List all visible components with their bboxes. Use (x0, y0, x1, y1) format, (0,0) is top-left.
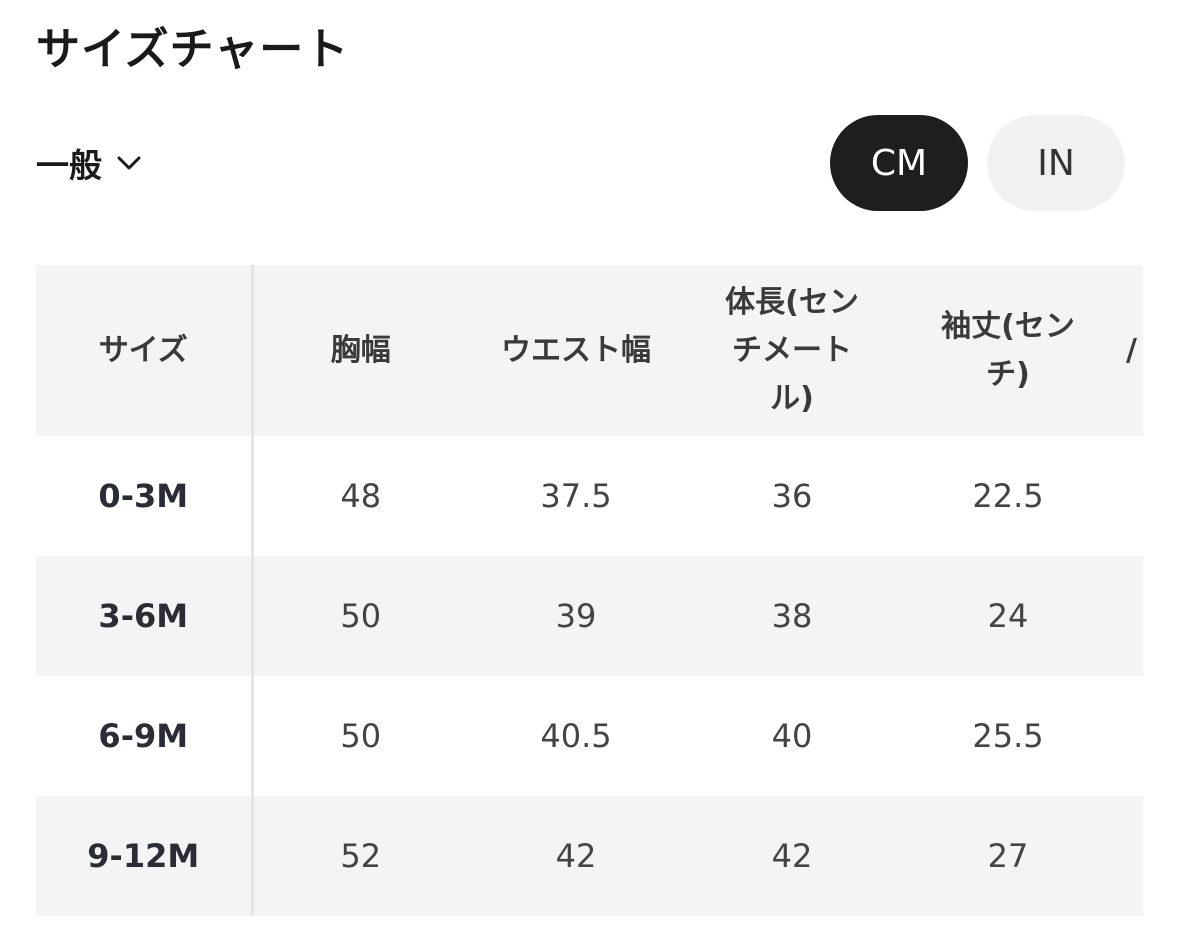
category-dropdown-label: 一般 (36, 146, 102, 185)
sleeve-cell: 27 (987, 837, 1029, 875)
size-cell: 6-9M (36, 676, 254, 796)
chest-cell: 50 (340, 597, 382, 635)
size-table: サイズ 胸幅 ウエスト幅 体長(センチメートル) 袖丈(センチ) / 0-3M … (36, 265, 1143, 916)
size-cell: 3-6M (36, 556, 254, 676)
length-cell: 38 (771, 597, 813, 635)
sleeve-cell: 24 (987, 597, 1029, 635)
length-cell: 42 (771, 837, 813, 875)
size-cell: 9-12M (36, 796, 254, 916)
chest-cell: 50 (340, 717, 382, 755)
waist-cell: 37.5 (540, 477, 612, 515)
table-row: 3-6M 50 39 38 24 (36, 556, 1143, 676)
page-title: サイズチャート (36, 24, 350, 75)
size-table-container[interactable]: サイズ 胸幅 ウエスト幅 体長(センチメートル) 袖丈(センチ) / 0-3M … (36, 265, 1143, 916)
chest-cell: 52 (340, 837, 382, 875)
more-cell (1116, 436, 1143, 556)
sleeve-cell: 22.5 (972, 477, 1044, 515)
unit-in-button[interactable]: IN (987, 115, 1125, 211)
size-cell: 0-3M (36, 436, 254, 556)
category-dropdown[interactable]: 一般 (36, 140, 142, 186)
unit-cm-button[interactable]: CM (830, 115, 968, 211)
column-header-more: / (1126, 332, 1137, 368)
more-cell (1116, 556, 1143, 676)
waist-cell: 40.5 (540, 717, 612, 755)
column-header-sleeve: 袖丈(センチ) (941, 308, 1075, 392)
column-header-chest: 胸幅 (330, 332, 391, 368)
table-row: 6-9M 50 40.5 40 25.5 (36, 676, 1143, 796)
column-header-length: 体長(センチメートル) (725, 284, 859, 416)
table-row: 0-3M 48 37.5 36 22.5 (36, 436, 1143, 556)
length-cell: 36 (771, 477, 813, 515)
waist-cell: 39 (555, 597, 597, 635)
more-cell (1116, 676, 1143, 796)
chest-cell: 48 (340, 477, 382, 515)
length-cell: 40 (771, 717, 813, 755)
more-cell (1116, 796, 1143, 916)
chevron-down-icon (117, 156, 141, 170)
table-header-row: サイズ 胸幅 ウエスト幅 体長(センチメートル) 袖丈(センチ) / (36, 265, 1143, 436)
table-row: 9-12M 52 42 42 27 (36, 796, 1143, 916)
column-header-size: サイズ (36, 265, 254, 436)
sleeve-cell: 25.5 (972, 717, 1044, 755)
column-header-waist: ウエスト幅 (501, 332, 651, 368)
waist-cell: 42 (555, 837, 597, 875)
